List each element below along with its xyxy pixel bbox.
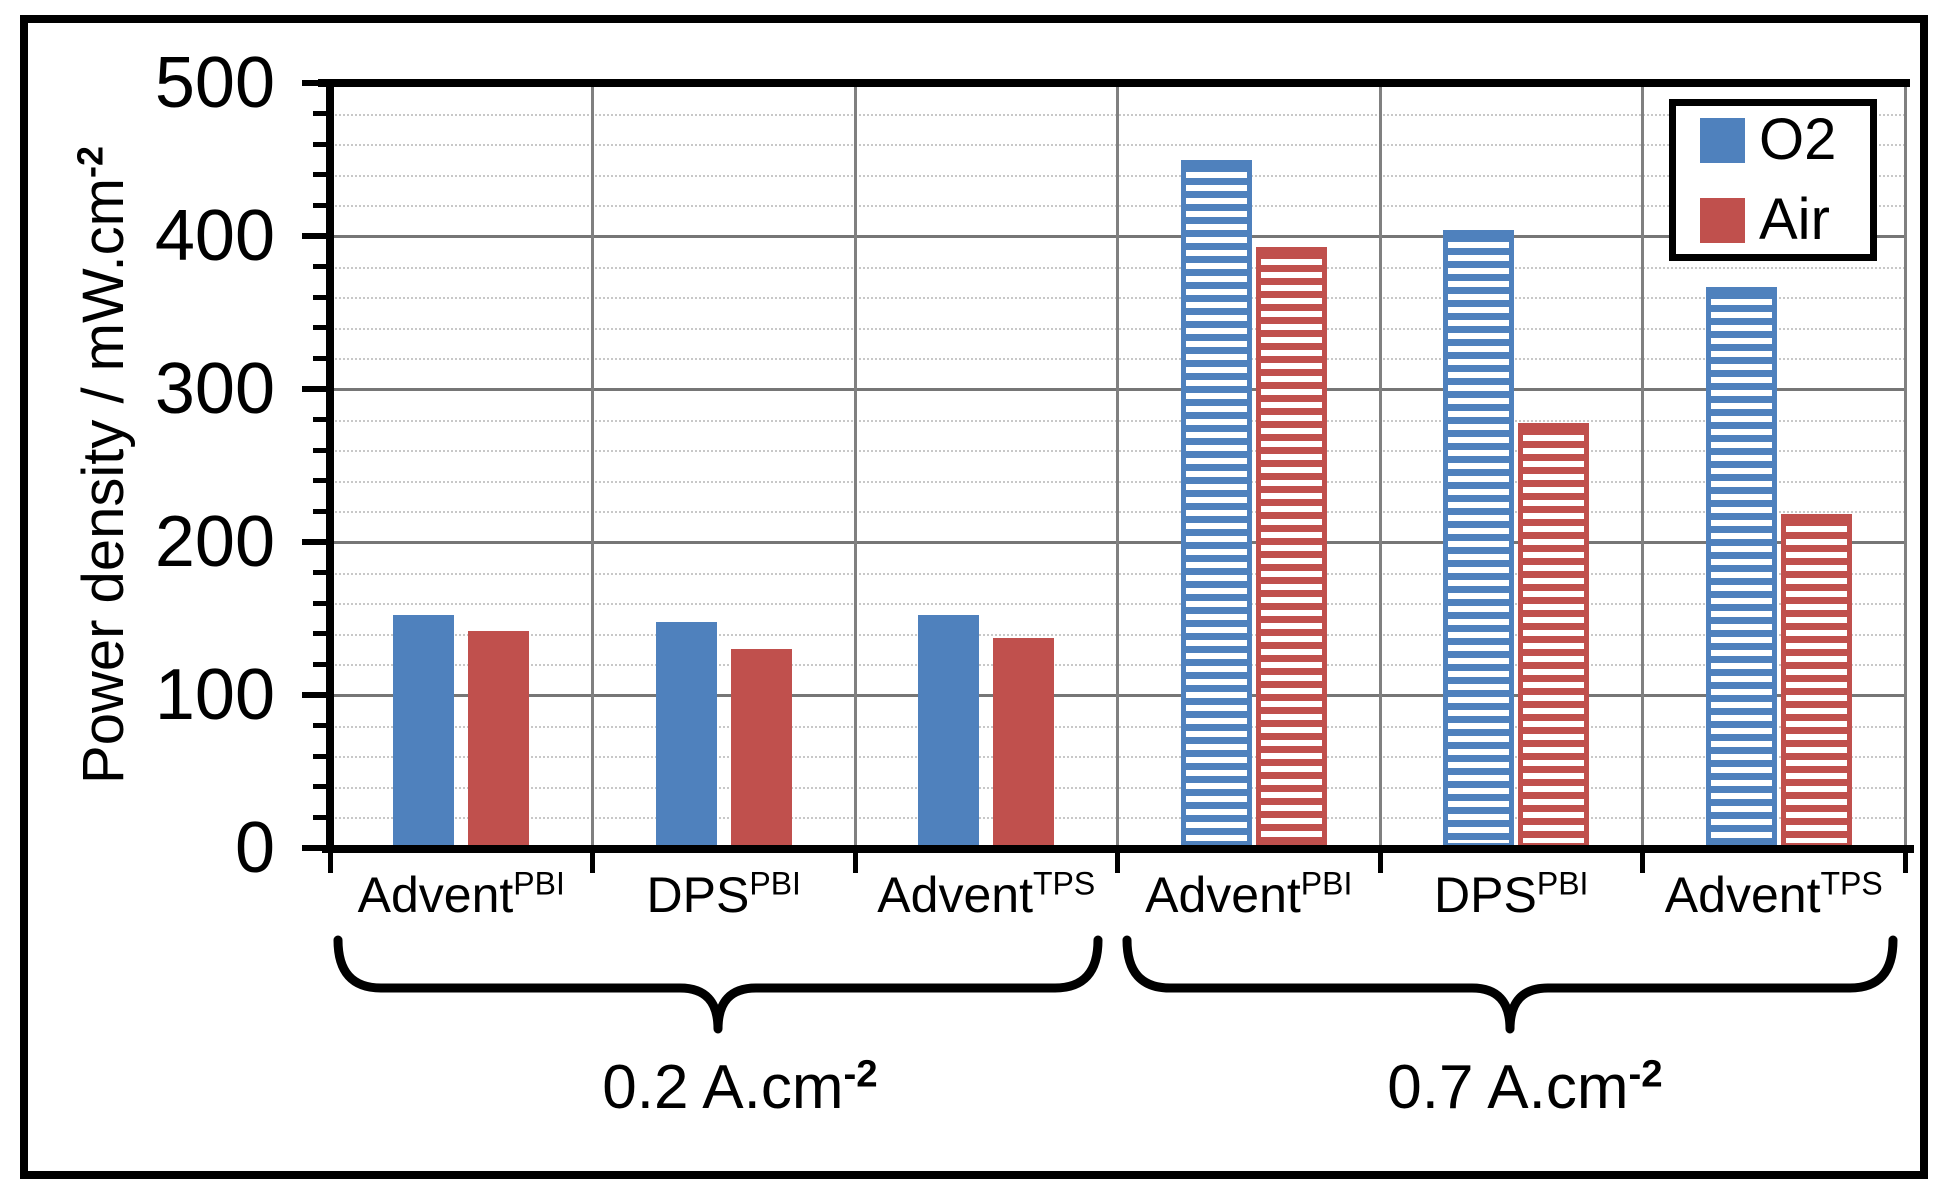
x-tick xyxy=(1115,853,1120,873)
category-label-text: Advent xyxy=(357,867,514,923)
category-label: DPSPBI xyxy=(574,866,874,924)
y-axis-title-sup: -2 xyxy=(69,146,111,179)
x-axis-line xyxy=(322,845,1914,853)
y-axis-line xyxy=(326,81,334,852)
y-tick-minor xyxy=(313,723,329,729)
y-tick-label: 100 xyxy=(154,655,275,735)
gridline-vertical xyxy=(1641,83,1644,848)
category-label-text: Advent xyxy=(877,867,1033,923)
category-label-text: DPS xyxy=(1434,867,1537,923)
x-tick xyxy=(1377,853,1383,873)
category-label-text: DPS xyxy=(646,867,750,923)
category-label-sup: TPS xyxy=(1032,865,1096,902)
bar-air-dps-pbi xyxy=(730,649,792,848)
gridline-vertical xyxy=(1116,83,1119,848)
legend-swatch-air xyxy=(1700,197,1745,243)
y-tick-minor xyxy=(313,264,329,270)
y-tick-minor xyxy=(313,631,329,637)
y-tick-minor xyxy=(313,784,329,790)
category-label-sup: PBI xyxy=(1300,865,1353,902)
y-tick-minor xyxy=(313,417,329,423)
bar-o2-advent-tps xyxy=(918,615,980,848)
legend-swatch-o2 xyxy=(1700,117,1745,163)
legend-label-o2: O2 xyxy=(1759,107,1837,172)
category-label-text: Advent xyxy=(1145,867,1301,923)
bar-air-advent-pbi xyxy=(468,630,530,848)
legend-label-air: Air xyxy=(1759,187,1830,252)
category-label: DPSPBI xyxy=(1361,866,1661,924)
x-tick xyxy=(1902,853,1908,873)
legend-row-o2: O2 xyxy=(1700,111,1870,169)
y-axis-title-text: Power density / mW.cm xyxy=(71,178,136,784)
y-axis-title: Power density / mW.cm-2 xyxy=(70,55,140,875)
category-label: AdventPBI xyxy=(1099,866,1399,924)
gridline-vertical xyxy=(1378,83,1382,848)
category-label-sup: PBI xyxy=(1536,865,1589,902)
bar-o2-advent-pbi xyxy=(1180,159,1252,848)
y-tick-minor xyxy=(313,661,329,667)
x-tick xyxy=(852,853,858,873)
y-tick-minor xyxy=(313,753,329,759)
gridline-vertical xyxy=(853,83,857,848)
gridline-vertical xyxy=(591,83,594,848)
y-tick-label: 500 xyxy=(154,43,275,123)
bar-air-advent-tps xyxy=(993,638,1055,848)
category-label-sup: PBI xyxy=(513,865,565,902)
plot-area xyxy=(330,83,1907,848)
group-label-07: 0.7 A.cm-2 xyxy=(1225,1052,1825,1123)
y-tick-label: 0 xyxy=(234,808,275,888)
category-label-sup: TPS xyxy=(1820,865,1883,902)
y-tick-minor xyxy=(313,508,329,514)
y-tick-minor xyxy=(313,202,329,208)
y-tick-minor xyxy=(313,141,329,147)
y-tick-major xyxy=(302,845,328,851)
x-tick xyxy=(590,853,595,873)
y-tick-label: 200 xyxy=(154,502,275,582)
bar-o2-advent-pbi xyxy=(393,615,455,848)
gridline-vertical xyxy=(1903,83,1907,848)
y-tick-minor xyxy=(313,447,329,453)
category-label: AdventPBI xyxy=(311,866,611,924)
category-label-text: Advent xyxy=(1664,867,1821,923)
y-tick-minor xyxy=(313,294,329,300)
y-tick-minor xyxy=(313,478,329,484)
y-tick-major xyxy=(302,233,328,239)
y-tick-minor xyxy=(313,600,329,606)
x-tick xyxy=(1640,853,1645,873)
group-label-07-text: 0.7 A.cm xyxy=(1387,1053,1629,1122)
group-label-02-text: 0.2 A.cm xyxy=(602,1053,844,1122)
y-tick-minor xyxy=(313,814,329,820)
y-tick-minor xyxy=(313,570,329,576)
y-tick-minor xyxy=(313,111,329,117)
legend-row-air: Air xyxy=(1700,191,1870,249)
bar-air-dps-pbi xyxy=(1518,422,1590,848)
y-tick-label: 300 xyxy=(154,349,275,429)
y-tick-major xyxy=(302,539,328,545)
y-tick-minor xyxy=(313,325,329,331)
bar-air-advent-tps xyxy=(1780,514,1852,848)
group-label-02: 0.2 A.cm-2 xyxy=(440,1052,1040,1123)
y-tick-minor xyxy=(313,172,329,178)
plot-top-border xyxy=(318,79,1910,87)
y-tick-major xyxy=(302,692,328,698)
bar-air-advent-pbi xyxy=(1255,246,1327,848)
y-tick-label: 400 xyxy=(154,196,275,276)
bar-o2-dps-pbi xyxy=(1443,229,1515,848)
category-label: AdventTPS xyxy=(836,866,1136,924)
y-tick-major xyxy=(302,386,328,392)
figure-border xyxy=(20,15,1928,1179)
legend: O2 Air xyxy=(1669,99,1877,261)
group-label-07-sup: -2 xyxy=(1628,1052,1663,1096)
category-label-sup: PBI xyxy=(749,865,801,902)
bar-o2-dps-pbi xyxy=(655,621,717,848)
y-tick-major xyxy=(302,80,328,86)
category-label: AdventTPS xyxy=(1624,866,1924,924)
group-brace-left xyxy=(333,935,1103,1034)
group-label-02-sup: -2 xyxy=(843,1052,878,1096)
group-brace-right xyxy=(1122,935,1898,1034)
y-tick-minor xyxy=(313,355,329,361)
x-tick xyxy=(327,853,333,873)
bar-o2-advent-tps xyxy=(1705,286,1777,848)
